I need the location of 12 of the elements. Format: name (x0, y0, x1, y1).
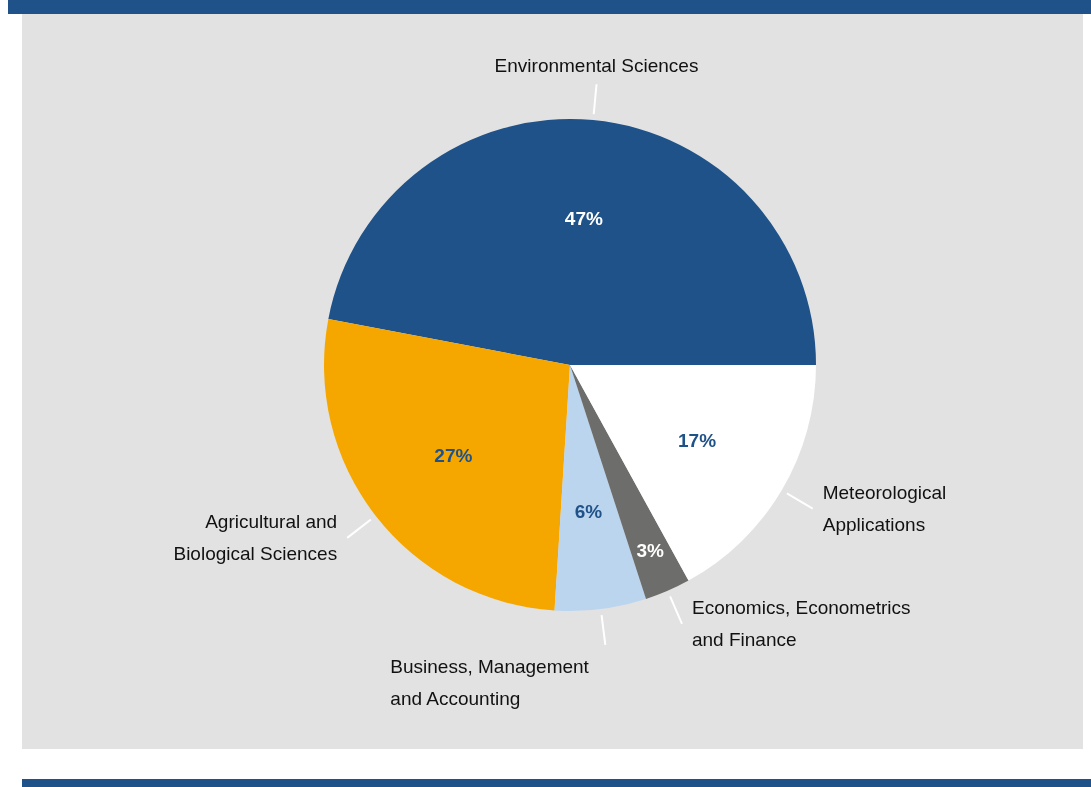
data-label: 47% (564, 207, 604, 229)
data-label: 6% (574, 500, 603, 522)
slice-label: Business, Management and Accounting (390, 655, 590, 709)
slice-label: Agricultural and Biological Sciences (173, 510, 338, 564)
data-label: 27% (434, 444, 473, 466)
slice-label: Environmental Sciences (494, 55, 699, 77)
pie-slice (570, 365, 816, 581)
slice-label: Meteorological Applications (822, 481, 947, 535)
slice-label: Economics, Econometrics and Finance (692, 596, 911, 650)
data-label: 17% (678, 429, 717, 451)
pie-slice (328, 119, 816, 365)
data-label: 3% (636, 539, 664, 561)
